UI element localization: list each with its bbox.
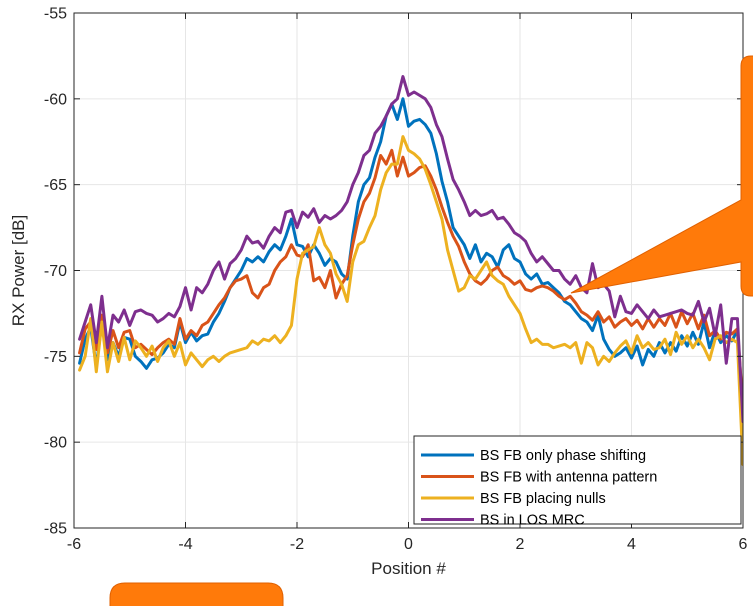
x-tick-label: -4 <box>178 536 192 553</box>
x-tick-label: -2 <box>290 536 304 553</box>
y-tick-label: -80 <box>44 435 67 452</box>
y-axis-label: RX Power [dB] <box>9 215 28 327</box>
y-tick-label: -70 <box>44 263 67 280</box>
legend-entry-1: BS FB only phase shifting <box>480 448 646 464</box>
legend-entry-3: BS FB placing nulls <box>480 491 606 507</box>
x-tick-label: 6 <box>739 536 748 553</box>
legend-entry-4: BS in LOS MRC <box>480 513 585 529</box>
callout-arrow-shape <box>570 55 753 297</box>
series-line-3 <box>78 135 743 466</box>
series-layer <box>78 75 743 466</box>
legend-box <box>413 435 742 525</box>
y-tick-label: -85 <box>44 521 67 538</box>
y-tick-label: -65 <box>44 177 67 194</box>
series-line-4 <box>78 75 743 424</box>
callout-box-shape <box>109 582 284 606</box>
x-axis-label: Position # <box>371 559 446 578</box>
legend-entry-2: BS FB with antenna pattern <box>480 470 657 486</box>
legend: BS FB only phase shifting BS FB with ante… <box>413 435 742 529</box>
y-tick-label: -75 <box>44 349 67 366</box>
x-tick-label: 0 <box>404 536 413 553</box>
ticks: -6 -4 -2 0 2 4 6 -55 -60 -65 -70 -75 -80 -85 <box>44 6 748 554</box>
x-tick-label: -6 <box>67 536 81 553</box>
x-tick-label: 2 <box>516 536 525 553</box>
x-tick-label: 4 <box>627 536 636 553</box>
y-tick-label: -60 <box>44 91 67 108</box>
y-tick-label: -55 <box>44 6 67 23</box>
series-line-2 <box>78 148 743 410</box>
